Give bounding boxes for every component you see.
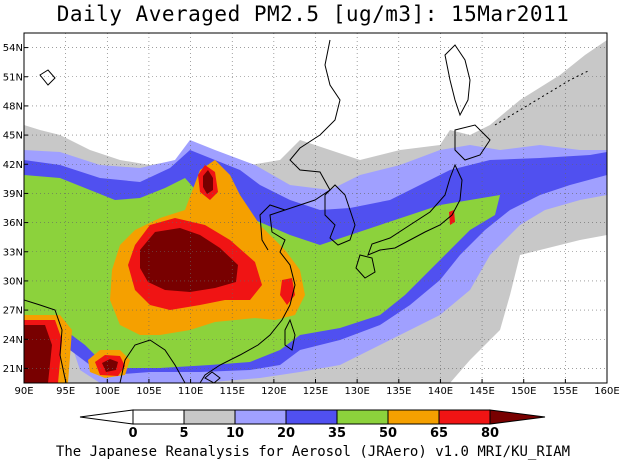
tick-label-lat: 21N (3, 364, 23, 375)
tick-label-lon: 140E (428, 386, 453, 397)
colorbar-label: 10 (226, 426, 244, 441)
coast-india (24, 299, 67, 383)
tick-label-lon: 145E (469, 386, 494, 397)
colorbar-label: 35 (328, 426, 346, 441)
tick-label-lat: 33N (3, 247, 23, 258)
coast-kyushu (355, 254, 376, 279)
field-darkred-north (203, 170, 213, 194)
tick-label-lon: 90E (14, 386, 33, 397)
colorbar-label: 80 (481, 426, 499, 441)
colorbar-max-triangle (489, 409, 546, 425)
colorbar-box (285, 409, 338, 425)
tick-label-lon: 135E (386, 386, 411, 397)
colorbar-box (387, 409, 440, 425)
tick-label-lon: 105E (136, 386, 161, 397)
tick-label-lat: 27N (3, 306, 23, 317)
tick-label-lat: 48N (3, 101, 23, 112)
colorbar-label: 65 (430, 426, 448, 441)
coast-honshu (367, 163, 463, 256)
tick-label-lon: 110E (178, 386, 203, 397)
tick-label-lat: 24N (3, 335, 23, 346)
tick-label-lat: 42N (3, 160, 23, 171)
tick-label-lat: 36N (3, 218, 23, 229)
tick-label-lon: 125E (303, 386, 328, 397)
axis-ticks: 90E 95E 100E 105E 110E 115E 120E 125E 130E 135E 14… (3, 43, 620, 397)
coast-indochina (119, 339, 186, 383)
coast-lake-baikal (39, 69, 56, 86)
colorbar-box (132, 409, 185, 425)
colorbar-box (234, 409, 287, 425)
colorbar-label: 0 (128, 426, 137, 441)
tick-label-lon: 100E (95, 386, 120, 397)
concentration-field (24, 33, 607, 383)
colorbar-min-triangle (79, 409, 134, 425)
field-red-japan (449, 210, 455, 225)
colorbar-box (336, 409, 389, 425)
field-darkred-sw (24, 325, 52, 383)
tick-label-lat: 45N (3, 131, 23, 142)
tick-label-lon: 120E (261, 386, 286, 397)
tick-label-lon: 95E (56, 386, 75, 397)
field-white-north (24, 33, 607, 165)
colorbar-label: 20 (277, 426, 295, 441)
tick-label-lat: 51N (3, 72, 23, 83)
field-darkred (140, 228, 238, 292)
coast-hokkaido (454, 124, 491, 161)
tick-label-lon: 155E (553, 386, 578, 397)
field-white-southeast (450, 235, 607, 383)
tick-label-lon: 150E (511, 386, 536, 397)
tick-label-lon: 115E (220, 386, 245, 397)
coast-sakhalin (444, 44, 471, 117)
tick-label-lon: 160E (594, 386, 619, 397)
tick-label-lat: 54N (3, 43, 23, 54)
footer-credit: The Japanese Reanalysis for Aerosol (JRA… (55, 444, 571, 460)
coast-hainan (204, 371, 221, 383)
colorbar-label: 50 (379, 426, 397, 441)
colorbar: 0 5 10 20 35 50 65 80 (79, 409, 546, 441)
field-darkred-south (102, 359, 118, 372)
tick-label-lat: 39N (3, 189, 23, 200)
coast-korea (324, 184, 356, 246)
map-title: Daily Averaged PM2.5 [ug/m3]: 15Mar2011 (56, 2, 570, 26)
coastlines (24, 39, 591, 383)
colorbar-box (438, 409, 491, 425)
coast-mainland (199, 39, 341, 383)
coast-taiwan (284, 318, 296, 351)
colorbar-box (183, 409, 236, 425)
tick-label-lat: 30N (3, 276, 23, 287)
tick-label-lon: 130E (344, 386, 369, 397)
colorbar-label: 5 (179, 426, 188, 441)
coast-gulf (259, 204, 286, 251)
